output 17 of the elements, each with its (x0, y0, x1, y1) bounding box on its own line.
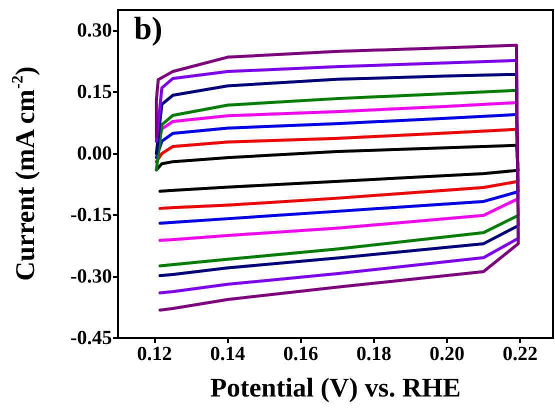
x-tick-label: 0.14 (210, 343, 246, 365)
annotation: b) (134, 10, 162, 46)
x-tick-label: 0.16 (283, 343, 318, 365)
x-axis-title: Potential (V) vs. RHE (210, 372, 461, 402)
y-tick-label: 0.30 (77, 20, 112, 42)
y-tick-label: 0.00 (77, 142, 112, 164)
x-tick-label: 0.20 (429, 343, 464, 365)
x-tick-label: 0.22 (502, 343, 538, 365)
y-tick-label: -0.15 (70, 204, 112, 226)
line-series (154, 144, 520, 193)
y-axis-title: Current (mA cm-2) (10, 66, 40, 281)
y-tick-label: -0.45 (70, 327, 112, 349)
x-tick-label: 0.18 (356, 343, 392, 365)
line-series (154, 128, 520, 210)
y-tick-label: -0.30 (70, 266, 112, 288)
x-tick-label: 0.12 (137, 343, 172, 365)
y-tick-label: 0.15 (77, 81, 112, 103)
